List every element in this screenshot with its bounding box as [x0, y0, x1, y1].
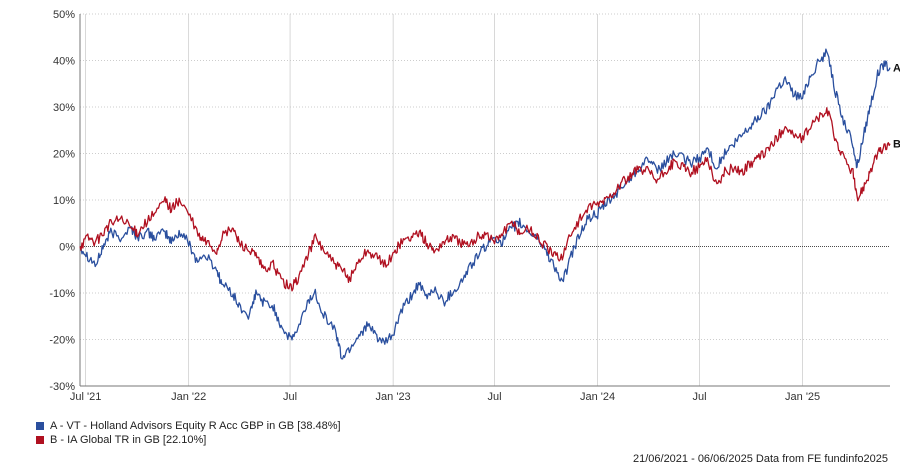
x-tick-label: Jan '24 [580, 391, 615, 403]
x-tick-label: Jan '25 [785, 391, 820, 403]
series-line-b [79, 107, 891, 292]
x-tick-label: Jul [283, 391, 297, 403]
x-tick-label: Jul [693, 391, 707, 403]
axis-frame [79, 14, 890, 387]
series-end-label-a: A [893, 63, 900, 75]
y-tick-label: 10% [53, 195, 75, 207]
tick-labels: -30% -20% -10% 0% 10% 20% 30% 40% 50% Jul '21 Jan … [49, 9, 900, 403]
y-tick-label: 50% [53, 9, 75, 21]
y-tick-label: 0% [59, 242, 75, 254]
legend-swatch-b [36, 436, 44, 444]
legend-label-a: A - VT - Holland Advisors Equity R Acc G… [50, 420, 341, 432]
y-tick-label: 30% [53, 102, 75, 114]
legend: A - VT - Holland Advisors Equity R Acc G… [36, 419, 341, 447]
legend-label-b: B - IA Global TR in GB [22.10%] [50, 434, 207, 446]
legend-item-a: A - VT - Holland Advisors Equity R Acc G… [36, 419, 341, 433]
legend-swatch-a [36, 422, 44, 430]
series-line-a [79, 48, 891, 360]
x-tick-label: Jul '21 [70, 391, 101, 403]
y-tick-label: -30% [49, 381, 75, 393]
y-tick-label: -20% [49, 335, 75, 347]
y-tick-label: 40% [53, 56, 75, 68]
series-lines [79, 48, 891, 360]
y-tick-label: 20% [53, 149, 75, 161]
series-end-label-b: B [893, 139, 900, 151]
x-tick-label: Jan '23 [376, 391, 411, 403]
footer-source: 21/06/2021 - 06/06/2025 Data from FE fun… [632, 453, 888, 465]
x-tick-label: Jul [487, 391, 501, 403]
legend-item-b: B - IA Global TR in GB [22.10%] [36, 433, 341, 447]
y-tick-label: -10% [49, 288, 75, 300]
grid-lines [80, 13, 890, 387]
x-tick-label: Jan '22 [171, 391, 206, 403]
